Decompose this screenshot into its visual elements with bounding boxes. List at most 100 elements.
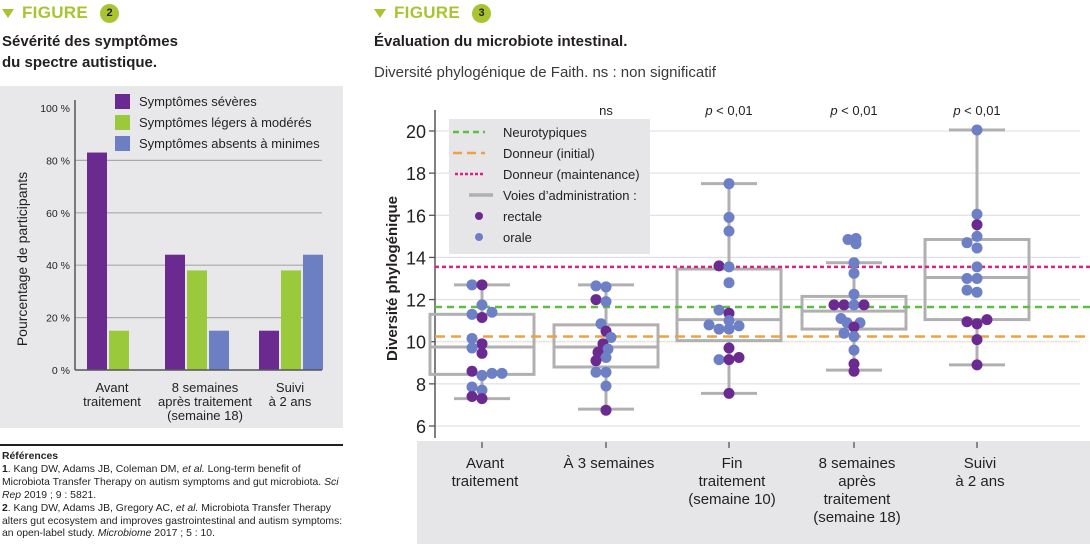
point-orale	[848, 257, 860, 269]
x-tick-label: après traitement	[158, 394, 252, 409]
x-tick-label: Avant	[95, 380, 128, 395]
triangle-down-icon	[2, 8, 14, 18]
point-rectale	[971, 318, 983, 330]
point-rectale	[971, 219, 983, 231]
point-rectale	[476, 338, 488, 350]
x-axis-band	[417, 441, 1090, 544]
point-rectale	[476, 311, 488, 323]
legend-label: orale	[503, 230, 532, 245]
point-orale	[723, 323, 735, 335]
point-orale	[713, 323, 725, 335]
point-orale	[466, 381, 478, 393]
point-orale	[850, 238, 862, 250]
legend-label: Symptômes légers à modérés	[139, 115, 312, 130]
x-tick-label: Suivi	[964, 455, 997, 472]
point-orale	[971, 230, 983, 242]
figure-number-badge: 3	[472, 3, 492, 23]
y-axis-title: Pourcentage de participants	[14, 172, 30, 346]
bar-absent	[303, 254, 323, 370]
x-tick-label: après	[838, 473, 876, 490]
point-orale	[848, 299, 860, 311]
point-rectale	[476, 393, 488, 405]
point-orale	[723, 277, 735, 289]
y-tick-label: 80 %	[46, 155, 70, 167]
point-orale	[971, 261, 983, 273]
point-orale	[723, 261, 735, 273]
symptom-severity-bar-chart: 0 % 20 % 40 % 60 % 80 % 100 % Pourcentage de p…	[14, 94, 323, 423]
point-orale	[600, 281, 612, 293]
point-orale	[838, 327, 850, 339]
x-tick-label: traitement	[452, 473, 520, 490]
bar-severe	[87, 152, 107, 370]
references-heading: Références	[2, 451, 59, 462]
figure-2-title-line-1: Sévérité des symptômes	[2, 33, 178, 50]
significance-label: ns	[599, 103, 613, 118]
point-orale	[486, 306, 498, 318]
point-orale	[476, 384, 488, 396]
x-tick-label: Fin	[722, 455, 743, 472]
point-orale	[971, 208, 983, 220]
point-orale	[848, 330, 860, 342]
point-orale	[961, 284, 973, 296]
y-tick-label: 20 %	[46, 313, 70, 325]
figure-label: FIGURE	[394, 3, 461, 22]
x-tick-label: 8 semaines	[172, 380, 239, 395]
point-orale	[733, 320, 745, 332]
point-orale	[713, 354, 725, 366]
figure-2-title-line-2: du spectre autistique.	[2, 54, 158, 71]
point-rectale	[600, 404, 612, 416]
point-orale	[848, 288, 860, 300]
point-orale	[961, 237, 973, 249]
legend-label: Donneur (initial)	[503, 146, 595, 161]
point-orale	[723, 225, 735, 237]
reference-item: 2. Kang DW, Adams JB, Gregory AC, et al.…	[2, 502, 343, 540]
point-orale	[590, 280, 602, 292]
point-rectale	[476, 347, 488, 359]
point-orale	[486, 367, 498, 379]
point-rectale	[466, 365, 478, 377]
point-rectale	[961, 316, 973, 328]
y-tick-label: 100 %	[40, 103, 70, 115]
significance-label: p < 0,01	[704, 103, 752, 118]
bar-mild	[187, 270, 207, 370]
references-divider	[0, 444, 343, 446]
point-rectale	[590, 355, 602, 367]
x-tick-label: à 2 ans	[269, 394, 312, 409]
point-orale	[466, 333, 478, 345]
legend-swatch-orale	[475, 233, 483, 241]
y-tick-label: 20	[406, 122, 426, 142]
reference-item: 1. Kang DW, Adams JB, Coleman DM, et al.…	[2, 463, 339, 501]
point-rectale	[723, 354, 735, 366]
point-rectale	[858, 299, 870, 311]
point-orale	[605, 332, 617, 343]
point-rectale	[828, 299, 840, 311]
point-rectale	[592, 346, 604, 358]
y-tick-label: 12	[406, 291, 426, 311]
figure-2-header: FIGURE 2	[2, 3, 120, 23]
references: Références 1. Kang DW, Adams JB, Coleman…	[2, 451, 347, 541]
legend-label: Voies d’administration :	[503, 188, 637, 203]
legend-label: Donneur (maintenance)	[503, 167, 640, 182]
y-tick-label: 60 %	[46, 208, 70, 220]
point-orale	[466, 279, 478, 291]
point-orale	[600, 380, 612, 392]
point-orale	[466, 308, 478, 320]
point-orale	[590, 366, 602, 378]
x-tick-label: traitement	[83, 394, 141, 409]
point-orale	[600, 366, 612, 378]
legend-swatch-severe	[115, 94, 130, 109]
significance-label: p < 0,01	[829, 103, 877, 118]
point-orale	[971, 124, 983, 136]
y-tick-label: 8	[416, 375, 426, 395]
bar-mild	[281, 270, 301, 370]
legend-swatch-rectale	[475, 212, 483, 220]
legend-label: rectale	[503, 209, 542, 224]
figure-3-subtitle: Diversité phylogénique de Faith. ns : no…	[374, 64, 716, 81]
x-tick-label: À 3 semaines	[564, 455, 655, 472]
x-tick-label: 8 semaines	[819, 455, 896, 472]
point-rectale	[466, 391, 478, 402]
legend-swatch-mild	[115, 115, 130, 130]
point-rectale	[848, 365, 860, 377]
legend-label: Symptômes absents à minimes	[139, 136, 320, 151]
figure-3-header: FIGURE 3	[374, 3, 492, 23]
